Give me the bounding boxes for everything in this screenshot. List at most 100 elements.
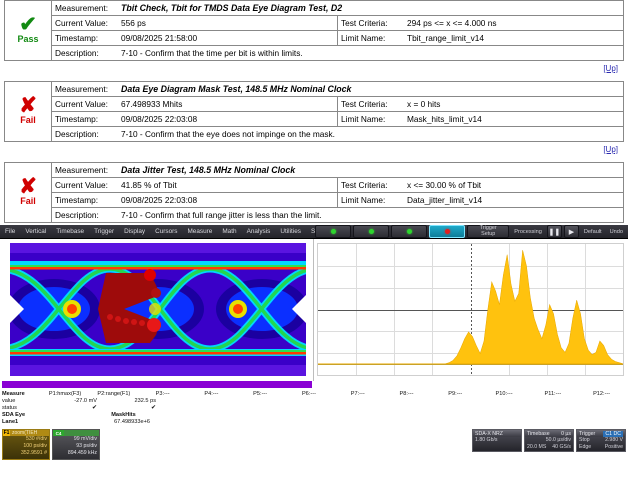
- label-current-value: Current Value:: [55, 180, 108, 190]
- measurement-table: Measure P1:hmax(F3) P2:range(F1) P3:--- …: [2, 390, 626, 425]
- zoom-region-bar[interactable]: [2, 381, 312, 388]
- timebase-title: Timebase: [527, 430, 550, 437]
- limit-name-value: Mask_hits_limit_v14: [407, 114, 482, 124]
- menu-item-math[interactable]: Math: [222, 228, 237, 235]
- trigger-level: 2.980 V: [605, 437, 623, 443]
- up-link[interactable]: [Up]: [603, 145, 618, 154]
- param-status-p1: ✔: [91, 405, 97, 411]
- row-description: Description: 7-10 - Confirm that full ra…: [52, 208, 623, 222]
- menu-item-vertical[interactable]: Vertical: [25, 228, 47, 235]
- test-report: ✔ Pass Measurement: Tbit Check, Tbit for…: [0, 0, 628, 223]
- histogram-center-cursor[interactable]: [470, 244, 472, 375]
- menu-item-display[interactable]: Display: [124, 228, 146, 235]
- play-button[interactable]: ▶: [563, 225, 579, 238]
- row-timestamp: Timestamp: 09/08/2025 21:58:00 Limit Nam…: [52, 31, 623, 46]
- default-label[interactable]: Default: [583, 228, 602, 235]
- param-header-p9[interactable]: P9:---: [448, 390, 463, 397]
- channel-button-c1[interactable]: [315, 225, 352, 238]
- row-current-value: Current Value: 67.498933 Mhits Test Crit…: [52, 97, 623, 112]
- menu-item-cursors[interactable]: Cursors: [155, 228, 178, 235]
- menu-item-file[interactable]: File: [5, 228, 16, 235]
- timestamp-value: 09/08/2025 22:03:08: [121, 195, 198, 205]
- label-limit-name: Limit Name:: [341, 195, 386, 205]
- label-timestamp: Timestamp:: [55, 195, 99, 205]
- timebase-scale: 50.0 µs/div: [545, 437, 571, 443]
- eye-diagram-svg: [10, 243, 306, 376]
- menu-item-measure[interactable]: Measure: [187, 228, 213, 235]
- label-description: Description:: [55, 210, 99, 220]
- menu-item-trigger[interactable]: Trigger: [94, 228, 115, 235]
- descriptor-line-1: 99 mV/div: [73, 436, 97, 442]
- timebase-samplerate: 40 GS/s: [552, 444, 571, 450]
- processing-label: Processing: [514, 228, 542, 235]
- status-box-sdax[interactable]: SDA-X NRZ 1.80 Gb/s: [472, 429, 522, 452]
- test-block: ✘ Fail Measurement: Data Eye Diagram Mas…: [4, 81, 624, 142]
- jitter-histogram-pane[interactable]: [314, 239, 628, 381]
- measure-row-label: Measure: [2, 390, 25, 397]
- maskhits-value: 67.498933e+6: [114, 418, 150, 425]
- channel-button-c3[interactable]: [391, 225, 428, 238]
- param-header-p11[interactable]: P11:---: [544, 390, 562, 397]
- channel-button-c2[interactable]: [353, 225, 390, 238]
- undo-button[interactable]: Undo: [609, 228, 623, 235]
- status-box-timebase[interactable]: Timebase 0 µs 50.0 µs/div 20.0 MS 40 GS/…: [524, 429, 574, 452]
- channel-button-c4[interactable]: [429, 225, 466, 238]
- trigger-setup-button[interactable]: Trigger Setup: [467, 225, 510, 238]
- sdax-title: SDA-X NRZ: [475, 430, 503, 437]
- scope-menu-bar: File Vertical Timebase Trigger Display C…: [0, 225, 628, 239]
- label-current-value: Current Value:: [55, 18, 108, 28]
- trace-badge-icon: C4: [53, 430, 64, 436]
- param-header-p1[interactable]: P1:hmax(F3): [48, 390, 82, 397]
- menu-item-utilities[interactable]: Utilities: [280, 228, 301, 235]
- menu-item-timebase[interactable]: Timebase: [56, 228, 85, 235]
- param-header-p3[interactable]: P3:---: [155, 390, 170, 397]
- verdict-label: Fail: [20, 195, 36, 206]
- status-bar: SDA-X NRZ 1.80 Gb/s Timebase 0 µs 50.0 µ…: [472, 429, 626, 452]
- param-header-p4[interactable]: P4:---: [204, 390, 219, 397]
- test-criteria: x = 0 hits: [407, 99, 441, 109]
- value-row-label: value: [2, 397, 16, 404]
- pause-button[interactable]: ❚❚: [546, 225, 562, 238]
- label-timestamp: Timestamp:: [55, 33, 99, 43]
- spacer-1: [Up]: [4, 61, 624, 81]
- measurement-value-row: value -27.0 mV 232.5 ps: [2, 397, 626, 404]
- test-criteria: x <= 30.00 % of Tbit: [407, 180, 482, 190]
- descriptor-line-3: 352.9591 #: [21, 450, 47, 456]
- up-link[interactable]: [Up]: [603, 64, 618, 73]
- check-icon: ✔: [19, 12, 37, 36]
- label-test-criteria: Test Criteria:: [341, 18, 388, 28]
- timebase-memory: 20.0 MS: [527, 444, 547, 450]
- label-measurement: Measurement:: [55, 3, 109, 13]
- row-description: Description: 7-10 - Confirm that the eye…: [52, 127, 623, 141]
- param-header-p10[interactable]: P10:---: [495, 390, 513, 397]
- maskhits-label: MaskHits: [111, 411, 136, 418]
- descriptor-header: F1 zoom(TIEH: [3, 430, 49, 436]
- trace-badge-icon: F1: [3, 430, 10, 436]
- channel-led-icon: [368, 229, 374, 234]
- current-value: 41.85 % of Tbit: [121, 180, 177, 190]
- eye-diagram-pane[interactable]: [0, 239, 314, 381]
- lane-row: Lane1 67.498933e+6: [2, 418, 626, 425]
- param-header-p8[interactable]: P8:---: [399, 390, 414, 397]
- status-row-label: status: [2, 404, 17, 411]
- test-criteria: 294 ps <= x <= 4.000 ns: [407, 18, 497, 28]
- descriptor-box-c4[interactable]: C4 99 mV/div 93 ps/div 894.459 kHz: [52, 429, 100, 460]
- measurement-title: Tbit Check, Tbit for TMDS Data Eye Diagr…: [121, 3, 343, 13]
- description-value: 7-10 - Confirm that the eye does not imp…: [121, 129, 335, 139]
- measurement-title: Data Eye Diagram Mask Test, 148.5 MHz No…: [121, 84, 352, 94]
- test-rows: Measurement: Tbit Check, Tbit for TMDS D…: [52, 1, 623, 60]
- param-header-p7[interactable]: P7:---: [350, 390, 365, 397]
- param-header-p2[interactable]: P2:range(F1): [97, 390, 131, 397]
- param-header-p6[interactable]: P6:---: [301, 390, 316, 397]
- param-value-p1: -27.0 mV: [74, 397, 97, 404]
- spacer-2: [Up]: [4, 142, 624, 162]
- param-header-p12[interactable]: P12:---: [593, 390, 611, 397]
- label-description: Description:: [55, 129, 99, 139]
- descriptor-box-f1[interactable]: F1 zoom(TIEH 530 #/div 100 ps/div 352.95…: [2, 429, 50, 460]
- status-box-trigger[interactable]: Trigger C1 DC Stop 2.980 V Edge Positive: [576, 429, 626, 452]
- param-header-p5[interactable]: P5:---: [253, 390, 268, 397]
- current-value: 556 ps: [121, 18, 146, 28]
- menu-item-analysis[interactable]: Analysis: [246, 228, 271, 235]
- histogram-svg: [318, 250, 623, 364]
- label-measurement: Measurement:: [55, 84, 109, 94]
